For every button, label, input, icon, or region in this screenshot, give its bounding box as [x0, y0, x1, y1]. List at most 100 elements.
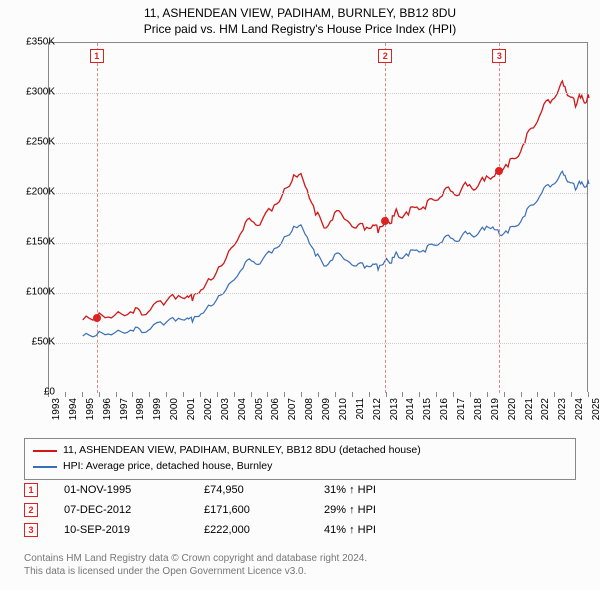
- x-tick-label: 2023: [557, 398, 568, 420]
- gridline-h: [49, 93, 587, 94]
- x-tick-label: 2018: [473, 398, 484, 420]
- x-tick-label: 2006: [270, 398, 281, 420]
- x-tick: [588, 392, 589, 397]
- x-tick-label: 2020: [507, 398, 518, 420]
- x-tick-label: 1996: [102, 398, 113, 420]
- series-line: [83, 81, 589, 320]
- title-block: 11, ASHENDEAN VIEW, PADIHAM, BURNLEY, BB…: [0, 0, 600, 41]
- marker-box: 2: [378, 49, 392, 63]
- x-tick-label: 2025: [591, 398, 600, 420]
- x-tick-label: 2021: [524, 398, 535, 420]
- sales-row: 101-NOV-1995£74,95031% ↑ HPI: [24, 480, 576, 500]
- x-tick-label: 2000: [169, 398, 180, 420]
- x-tick-label: 1997: [119, 398, 130, 420]
- x-tick-label: 1994: [68, 398, 79, 420]
- footer-attribution: Contains HM Land Registry data © Crown c…: [24, 552, 576, 578]
- x-tick-label: 2012: [372, 398, 383, 420]
- title-line-2: Price paid vs. HM Land Registry's House …: [0, 22, 600, 38]
- gridline-h: [49, 343, 587, 344]
- x-tick-label: 2009: [321, 398, 332, 420]
- sales-marker: 3: [24, 523, 38, 537]
- x-tick: [335, 392, 336, 397]
- y-tick-label: £300K: [11, 87, 55, 98]
- x-tick-label: 2022: [540, 398, 551, 420]
- legend-row: 11, ASHENDEAN VIEW, PADIHAM, BURNLEY, BB…: [33, 443, 567, 459]
- sales-price: £222,000: [204, 524, 304, 536]
- y-tick-label: £0: [11, 387, 55, 398]
- sales-price: £74,950: [204, 484, 304, 496]
- x-tick-label: 2002: [203, 398, 214, 420]
- x-tick: [149, 392, 150, 397]
- x-tick: [251, 392, 252, 397]
- x-tick-label: 2001: [186, 398, 197, 420]
- x-tick-label: 2011: [355, 398, 366, 420]
- x-tick: [267, 392, 268, 397]
- marker-vline: [499, 43, 500, 393]
- x-tick: [521, 392, 522, 397]
- sales-marker: 2: [24, 503, 38, 517]
- x-tick-label: 1995: [85, 398, 96, 420]
- x-tick: [554, 392, 555, 397]
- x-tick-label: 2010: [338, 398, 349, 420]
- marker-box: 3: [492, 49, 506, 63]
- sales-table: 101-NOV-1995£74,95031% ↑ HPI207-DEC-2012…: [24, 480, 576, 540]
- sales-pct: 29% ↑ HPI: [324, 504, 424, 516]
- x-tick: [200, 392, 201, 397]
- chart-container: 11, ASHENDEAN VIEW, PADIHAM, BURNLEY, BB…: [0, 0, 600, 590]
- y-tick-label: £250K: [11, 137, 55, 148]
- x-tick: [436, 392, 437, 397]
- x-tick-label: 2016: [439, 398, 450, 420]
- x-tick: [65, 392, 66, 397]
- x-tick-label: 2017: [456, 398, 467, 420]
- sales-row: 2 07-DEC-2012 £171,600 29% ↑ HPI: [24, 500, 576, 520]
- x-tick: [369, 392, 370, 397]
- marker-dot: [93, 314, 101, 322]
- x-tick-label: 1993: [51, 398, 62, 420]
- title-line-1: 11, ASHENDEAN VIEW, PADIHAM, BURNLEY, BB…: [0, 6, 600, 22]
- chart-svg: [49, 43, 587, 392]
- x-tick: [132, 392, 133, 397]
- x-tick: [453, 392, 454, 397]
- gridline-h: [49, 293, 587, 294]
- gridline-h: [49, 193, 587, 194]
- sales-row: 3 10-SEP-2019 £222,000 41% ↑ HPI: [24, 520, 576, 540]
- x-tick: [183, 392, 184, 397]
- x-tick: [470, 392, 471, 397]
- x-tick-label: 2004: [237, 398, 248, 420]
- x-tick-label: 2015: [422, 398, 433, 420]
- x-axis: 1993 1994 1995 1996 1997 1998 1999 2000 2001 2002…: [48, 392, 588, 430]
- sales-date: 10-SEP-2019: [64, 524, 184, 536]
- sales-price: £171,600: [204, 504, 304, 516]
- x-tick-label: 1999: [152, 398, 163, 420]
- x-tick: [99, 392, 100, 397]
- x-tick: [234, 392, 235, 397]
- x-tick: [166, 392, 167, 397]
- y-tick-label: £100K: [11, 287, 55, 298]
- x-tick-label: 2013: [389, 398, 400, 420]
- x-tick: [284, 392, 285, 397]
- sales-date: 07-DEC-2012: [64, 504, 184, 516]
- chart-plot-area: 123: [48, 42, 588, 392]
- footer-line-2: This data is licensed under the Open Gov…: [24, 565, 576, 578]
- legend-label: HPI: Average price, detached house, Burn…: [63, 459, 272, 475]
- x-tick-label: 1998: [135, 398, 146, 420]
- x-tick-label: 2005: [254, 398, 265, 420]
- series-line: [83, 171, 589, 336]
- x-tick-label: 2024: [574, 398, 585, 420]
- legend-label: 11, ASHENDEAN VIEW, PADIHAM, BURNLEY, BB…: [63, 443, 421, 459]
- x-tick-label: 2014: [405, 398, 416, 420]
- marker-dot: [495, 167, 503, 175]
- x-tick: [217, 392, 218, 397]
- footer-line-1: Contains HM Land Registry data © Crown c…: [24, 552, 576, 565]
- x-tick: [116, 392, 117, 397]
- sales-pct: 41% ↑ HPI: [324, 524, 424, 536]
- x-tick: [537, 392, 538, 397]
- x-tick: [82, 392, 83, 397]
- sales-date: 01-NOV-1995: [64, 484, 184, 496]
- gridline-h: [49, 243, 587, 244]
- legend-box: 11, ASHENDEAN VIEW, PADIHAM, BURNLEY, BB…: [24, 438, 576, 480]
- x-tick: [318, 392, 319, 397]
- x-tick: [386, 392, 387, 397]
- legend-row: HPI: Average price, detached house, Burn…: [33, 459, 567, 475]
- marker-dot: [381, 217, 389, 225]
